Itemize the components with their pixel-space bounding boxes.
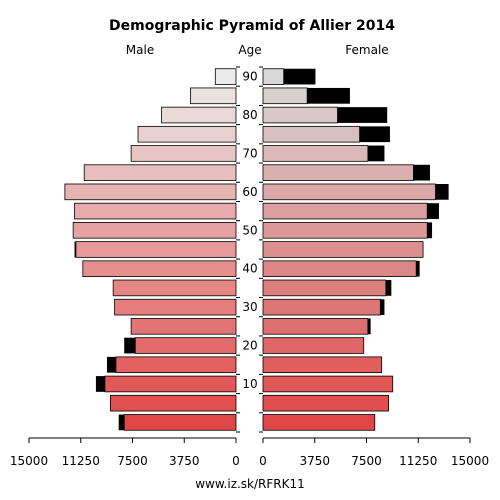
male-bar-45-49 bbox=[75, 241, 237, 258]
age-tick-label: 30 bbox=[242, 300, 257, 314]
female-bar-10-14 bbox=[262, 375, 394, 393]
female-surplus-80-84 bbox=[337, 107, 388, 123]
male-bar-10-14 bbox=[104, 375, 237, 393]
age-tick-label: 90 bbox=[242, 70, 257, 84]
age-label: Age bbox=[238, 43, 261, 57]
age-tick-label: 70 bbox=[242, 146, 257, 160]
female-surplus-60-64 bbox=[435, 183, 449, 200]
male-bar-85-89 bbox=[190, 87, 237, 105]
female-surplus-85-89 bbox=[307, 87, 350, 104]
female-surplus-65-69 bbox=[413, 164, 430, 181]
age-tick-label: 60 bbox=[242, 185, 257, 199]
male-surplus-45-49 bbox=[74, 241, 76, 258]
age-axis: 10 20 30 40 50 60 70 80 90 bbox=[236, 66, 263, 433]
female-surplus-25-29 bbox=[367, 318, 371, 335]
x-tick-label-male: 0 bbox=[232, 454, 240, 468]
female-bar-15-19 bbox=[262, 356, 383, 374]
x-tick-label-female: 15000 bbox=[451, 454, 489, 468]
male-bar-40-44 bbox=[82, 260, 237, 277]
age-tick-label: 80 bbox=[242, 108, 257, 122]
male-surplus-0-4 bbox=[118, 414, 125, 431]
x-tick-label-male: 11250 bbox=[62, 454, 100, 468]
x-tick-label-female: 3750 bbox=[299, 454, 330, 468]
male-surplus-10-14 bbox=[95, 376, 105, 392]
age-tick-label: 20 bbox=[242, 339, 257, 353]
female-bar-5-9 bbox=[262, 394, 389, 412]
female-bar-55-59 bbox=[262, 202, 428, 220]
age-tick-label: 40 bbox=[242, 262, 257, 276]
male-bar-0-4 bbox=[123, 414, 237, 431]
female-surplus-30-34 bbox=[380, 299, 385, 316]
source-url: www.iz.sk/RFRK11 bbox=[195, 477, 305, 491]
female-surplus-40-44 bbox=[416, 260, 420, 277]
male-bar-30-34 bbox=[114, 298, 237, 316]
female-bar-50-54 bbox=[262, 222, 428, 239]
female-bar-65-69 bbox=[262, 164, 414, 181]
male-bars bbox=[64, 68, 237, 431]
age-tick-label: 50 bbox=[242, 223, 257, 237]
female-bar-80-84 bbox=[262, 106, 338, 124]
chart-title: Demographic Pyramid of Allier 2014 bbox=[109, 18, 395, 34]
male-bar-15-19 bbox=[115, 356, 237, 374]
female-surplus-75-79 bbox=[359, 126, 390, 143]
x-tick-label-female: 11250 bbox=[399, 454, 437, 468]
x-tick-label-male: 7500 bbox=[117, 454, 148, 468]
male-bar-70-74 bbox=[130, 145, 237, 162]
male-bar-55-59 bbox=[74, 202, 237, 220]
male-surplus-15-19 bbox=[106, 356, 116, 373]
x-tick-label-female: 7500 bbox=[351, 454, 382, 468]
female-bar-85-89 bbox=[262, 87, 308, 105]
x-tick-label-female: 0 bbox=[259, 454, 267, 468]
female-surplus-35-39 bbox=[385, 280, 392, 296]
female-bar-45-49 bbox=[262, 241, 424, 258]
female-surplus-90+ bbox=[283, 68, 316, 85]
female-bar-60-64 bbox=[262, 183, 436, 201]
male-bar-25-29 bbox=[130, 318, 237, 335]
male-bar-80-84 bbox=[161, 106, 237, 124]
female-bar-70-74 bbox=[262, 145, 369, 162]
male-bar-65-69 bbox=[83, 164, 237, 181]
x-tick-label-male: 15000 bbox=[10, 454, 48, 468]
male-bar-60-64 bbox=[64, 183, 237, 201]
x-axis-left: 15000 11250 7500 3750 0 bbox=[10, 437, 240, 468]
female-bar-0-4 bbox=[262, 414, 376, 431]
female-bar-35-39 bbox=[262, 279, 387, 297]
female-bar-75-79 bbox=[262, 125, 360, 143]
female-bars bbox=[262, 68, 449, 431]
x-tick-label-male: 3750 bbox=[169, 454, 200, 468]
male-bar-50-54 bbox=[72, 222, 237, 239]
female-bar-40-44 bbox=[262, 260, 417, 277]
male-bar-35-39 bbox=[112, 279, 237, 297]
female-surplus-50-54 bbox=[427, 222, 433, 239]
male-bar-20-24 bbox=[134, 337, 237, 354]
female-bar-25-29 bbox=[262, 318, 369, 335]
age-tick-label: 10 bbox=[242, 377, 257, 391]
female-label: Female bbox=[345, 43, 388, 57]
male-bar-90+ bbox=[214, 68, 237, 85]
male-bar-75-79 bbox=[137, 125, 237, 143]
male-label: Male bbox=[126, 43, 154, 57]
male-bar-5-9 bbox=[110, 394, 237, 412]
female-bar-30-34 bbox=[262, 298, 381, 316]
male-surplus-20-24 bbox=[124, 337, 136, 354]
x-axis-right: 0 3750 7500 11250 15000 bbox=[259, 437, 489, 468]
female-surplus-70-74 bbox=[367, 145, 385, 162]
female-surplus-55-59 bbox=[427, 203, 439, 219]
female-bar-90+ bbox=[262, 68, 285, 85]
female-bar-20-24 bbox=[262, 337, 365, 354]
